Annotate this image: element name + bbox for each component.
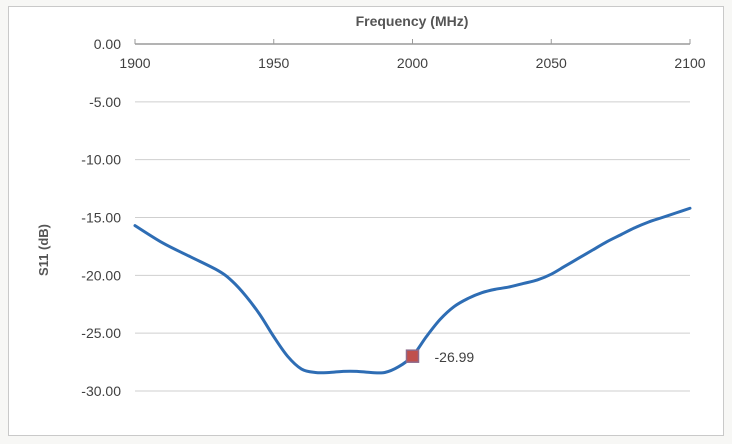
y-tick-label: -20.00 xyxy=(81,267,121,283)
x-tick-label: 2000 xyxy=(397,55,428,71)
s11-series-line xyxy=(133,206,692,375)
x-tick-labels: 1900 1950 2000 2050 2100 xyxy=(119,55,705,71)
y-tick-label: 0.00 xyxy=(94,36,121,52)
y-tick-label: -5.00 xyxy=(89,94,121,110)
y-axis-label: S11 (dB) xyxy=(36,224,51,276)
y-tick-labels: 0.00 -5.00 -10.00 -15.00 -20.00 -25.00 -30.00 xyxy=(81,36,121,399)
x-tick-label: 2050 xyxy=(536,55,567,71)
marker-point xyxy=(405,349,420,363)
x-tick-label: 1950 xyxy=(258,55,289,71)
gridlines xyxy=(134,39,691,392)
y-tick-label: -15.00 xyxy=(81,210,121,226)
y-tick-label: -10.00 xyxy=(81,152,121,168)
x-tick-label: 2100 xyxy=(674,55,705,71)
marker-data-label: -26.99 xyxy=(435,349,475,365)
y-tick-label: -30.00 xyxy=(81,383,121,399)
chart-title: Frequency (MHz) xyxy=(356,13,469,29)
x-tick-label: 1900 xyxy=(119,55,150,71)
chart-frame xyxy=(8,6,724,436)
y-tick-label: -25.00 xyxy=(81,325,121,341)
